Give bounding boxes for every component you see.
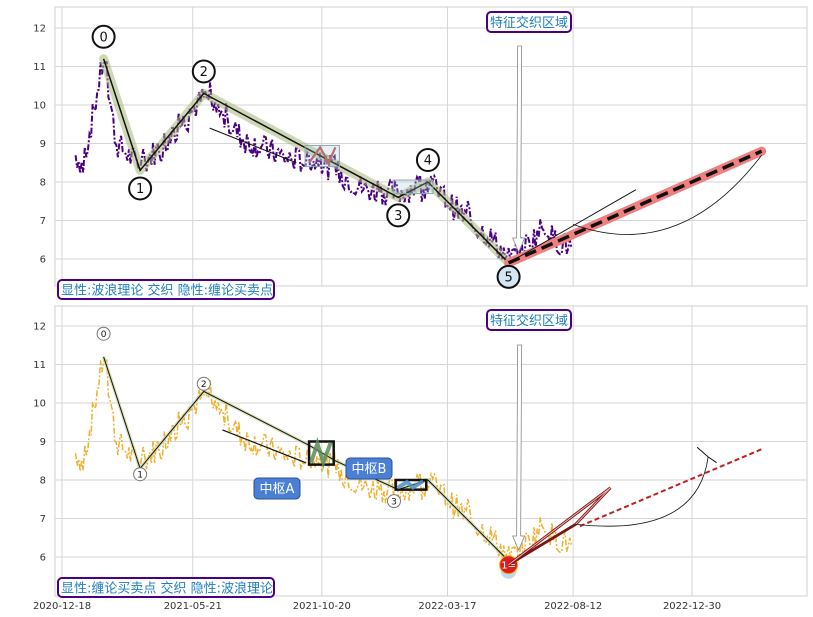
projection-arc-tip <box>696 446 717 464</box>
caption-label: 显性:波浪理论 交织 隐性:缠论买卖点 <box>61 283 273 299</box>
pivot-label: 1 <box>137 471 143 481</box>
zhongshu-box <box>307 440 335 466</box>
y-tick-label: 8 <box>40 178 46 189</box>
feature-arrow <box>512 45 526 254</box>
caption-label: 显性:缠论买卖点 交织 隐性:波浪理论 <box>61 581 273 597</box>
zhongshu-zigzag <box>396 479 425 491</box>
wave-pivot-label: 5 <box>504 270 512 285</box>
y-tick-label: 7 <box>40 514 46 525</box>
y-tick-label: 12 <box>33 322 46 333</box>
wave-pivot-marker <box>496 264 521 289</box>
pivot-label: 2 <box>201 380 207 390</box>
y-tick-label: 6 <box>40 255 46 266</box>
zhongshu-label-box <box>253 477 301 500</box>
zhongshu-box-b <box>392 179 434 195</box>
projection-arc <box>575 456 709 527</box>
x-tick-label: 2022-08-12 <box>544 601 602 612</box>
wave-pivot-label: 3 <box>394 209 402 224</box>
feature-box-label: 特征交织区域 <box>490 313 568 329</box>
y-tick-label: 8 <box>40 476 46 487</box>
zhongshu-label-box <box>345 457 393 480</box>
rebound-channel-inner <box>508 487 611 566</box>
wave-pivot-marker <box>128 176 153 201</box>
zhongshu-zigzag <box>309 436 333 469</box>
y-tick-label: 11 <box>33 62 46 73</box>
x-tick-label: 2021-10-20 <box>293 601 351 612</box>
pivot-marker <box>133 467 148 482</box>
y-tick-label: 6 <box>40 553 46 564</box>
zhongshu-label: 中枢B <box>352 462 387 477</box>
pivot-marker <box>196 376 211 391</box>
projection-line <box>507 149 763 265</box>
x-tick-label: 2022-12-30 <box>663 601 721 612</box>
wave-pivot-label: 2 <box>200 65 208 80</box>
wave-line <box>102 58 510 264</box>
y-tick-label: 7 <box>40 216 46 227</box>
wave-pivot-marker <box>415 148 440 172</box>
feature-box <box>486 11 572 33</box>
plot-area <box>54 6 808 287</box>
plot-area <box>54 305 808 597</box>
x-tick-label: 2022-03-17 <box>418 601 476 612</box>
caption-box <box>57 279 275 300</box>
y-tick-label: 11 <box>33 360 46 371</box>
x-tick-label: 2021-05-21 <box>164 601 222 612</box>
y-tick-label: 9 <box>40 139 46 150</box>
pivot-marker <box>386 494 401 509</box>
feature-box <box>486 309 572 331</box>
zhongshu-box <box>394 478 428 491</box>
buy-point-label: 1= <box>501 561 516 572</box>
y-tick-label: 10 <box>33 101 46 112</box>
pivot-marker <box>96 326 111 341</box>
pivot-label: 3 <box>391 497 397 507</box>
wave-pivot-label: 4 <box>424 154 432 169</box>
x-tick-label: 2020-12-18 <box>33 601 91 612</box>
wave-pivot-marker <box>386 203 411 228</box>
zhongshu-box-a <box>304 144 340 168</box>
feature-box-label: 特征交织区域 <box>490 15 568 31</box>
zhongshu-label: 中枢A <box>260 482 295 497</box>
projection-arc <box>572 154 762 235</box>
subwave-line <box>209 127 297 164</box>
wave-pivot-label: 0 <box>99 30 107 45</box>
feature-arrow <box>512 344 526 552</box>
y-tick-label: 12 <box>33 24 46 35</box>
zhongshu-zigzag <box>308 145 337 166</box>
wave-pivot-marker <box>191 59 216 84</box>
pivot-label: 0 <box>101 330 107 340</box>
projection-guide <box>508 189 637 264</box>
y-tick-label: 10 <box>33 399 46 410</box>
wave-pivot-label: 1 <box>136 182 144 197</box>
wave-pivot-marker <box>91 24 116 49</box>
sub-stroke-line <box>222 429 306 464</box>
caption-box <box>57 577 275 598</box>
projection-line <box>579 448 763 528</box>
y-tick-label: 9 <box>40 437 46 448</box>
